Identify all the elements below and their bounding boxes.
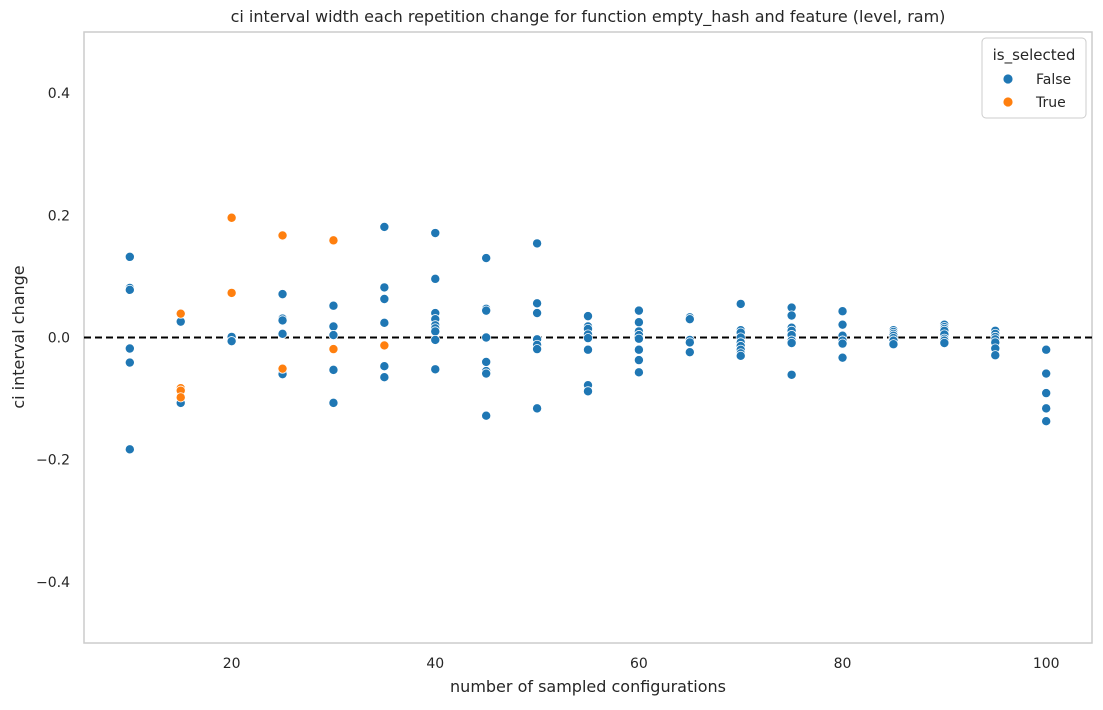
data-point-false [481,305,492,316]
data-point-false [633,344,644,355]
data-point-true [226,287,237,298]
data-point-false [583,344,594,355]
data-point-false [583,386,594,397]
data-point-false [1041,416,1052,427]
x-tick-label: 80 [834,656,852,672]
x-tick-label: 20 [223,656,241,672]
data-point-false [1041,344,1052,355]
data-point-false [735,298,746,309]
data-point-false [328,321,339,332]
data-point-false [583,333,594,344]
x-tick-labels: 20 40 60 80 100 [223,656,1060,672]
data-point-false [837,352,848,363]
data-point-false [124,251,135,262]
data-point-true [379,340,390,351]
legend-title: is_selected [993,46,1076,65]
data-point-false [786,337,797,348]
data-point-true [328,235,339,246]
x-tick-label: 100 [1033,656,1060,672]
data-point-true [277,363,288,374]
data-point-false [124,444,135,455]
data-point-false [1041,403,1052,414]
data-point-false [124,284,135,295]
data-point-true [226,212,237,223]
x-tick-label: 40 [426,656,444,672]
data-point-false [633,355,644,366]
data-point-false [532,308,543,319]
x-axis-label: number of sampled configurations [450,677,726,696]
data-point-false [735,350,746,361]
data-point-false [633,333,644,344]
data-point-false [837,306,848,317]
data-point-false [532,344,543,355]
data-point-false [226,336,237,347]
y-tick-label: 0.0 [48,331,70,347]
data-point-false [481,356,492,367]
y-tick-label: 0.2 [48,208,70,224]
data-point-false [583,311,594,322]
data-point-false [124,343,135,354]
y-axis-label: ci interval change [9,265,28,408]
data-point-false [684,314,695,325]
data-point-false [633,317,644,328]
data-point-false [328,397,339,408]
legend-label-true: True [1035,95,1066,111]
data-point-false [328,364,339,375]
data-point-false [277,328,288,339]
data-point-true [175,392,186,403]
data-point-false [1041,368,1052,379]
legend-marker-true [1002,96,1014,108]
data-point-false [430,334,441,345]
y-tick-labels: 0.4 0.2 0.0 −0.2 −0.4 [36,86,70,591]
data-point-false [379,361,390,372]
data-point-false [328,330,339,341]
data-point-false [379,317,390,328]
data-point-false [786,310,797,321]
data-point-false [786,369,797,380]
y-tick-label: −0.4 [36,575,70,591]
data-point-false [430,326,441,337]
data-point-false [481,332,492,343]
data-point-false [837,338,848,349]
data-point-false [532,298,543,309]
legend-label-false: False [1036,72,1071,88]
x-tick-label: 60 [630,656,648,672]
data-point-false [532,238,543,249]
points-layer [124,212,1052,455]
data-point-true [328,344,339,355]
data-point-false [633,305,644,316]
data-point-false [277,289,288,300]
data-point-false [328,300,339,311]
y-tick-label: 0.4 [48,86,70,102]
legend: is_selected False True [981,37,1087,119]
data-point-false [481,253,492,264]
legend-marker-false [1002,73,1014,85]
data-point-false [633,367,644,378]
data-point-true [277,230,288,241]
data-point-false [684,337,695,348]
data-point-false [124,357,135,368]
data-point-false [379,221,390,232]
data-point-false [481,368,492,379]
data-point-false [430,364,441,375]
data-point-false [837,319,848,330]
data-point-true [175,308,186,319]
y-tick-label: −0.2 [36,453,70,469]
data-point-false [532,403,543,414]
data-point-false [430,228,441,239]
data-point-false [430,273,441,284]
chart-title: ci interval width each repetition change… [231,7,946,27]
data-point-false [481,410,492,421]
data-point-false [939,337,950,348]
data-point-false [379,372,390,383]
data-point-false [1041,388,1052,399]
data-point-false [990,350,1001,361]
data-point-false [379,282,390,293]
data-point-false [277,315,288,326]
data-point-false [379,294,390,305]
data-point-false [888,339,899,350]
data-point-false [684,347,695,358]
